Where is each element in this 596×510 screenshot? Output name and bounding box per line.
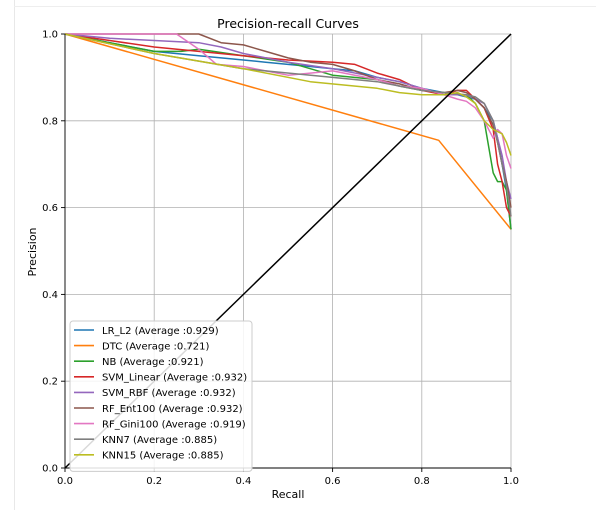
series-line-3: [64, 33, 512, 217]
y-axis-label: Precision: [26, 227, 39, 276]
chart-title: Precision-recall Curves: [217, 16, 359, 31]
legend-label-4: SVM_RBF (Average :0.932): [102, 388, 236, 399]
x-tick-label-3: 0.6: [325, 476, 341, 487]
series-lines: [64, 33, 512, 230]
x-tick-label-0: 0.0: [57, 476, 73, 487]
grid-lines: [64, 33, 512, 469]
y-tick-label-1: 0.2: [42, 377, 58, 388]
x-tick-label-5: 1.0: [503, 476, 519, 487]
y-tick-label-5: 1.0: [42, 30, 58, 41]
series-line-4: [64, 33, 512, 200]
y-tick-label-4: 0.8: [42, 116, 58, 127]
series-line-6: [65, 33, 512, 169]
legend-label-0: LR_L2 (Average :0.929): [102, 326, 219, 337]
series-line-2: [64, 33, 512, 230]
x-axis-label: Recall: [272, 488, 305, 501]
legend-box: [69, 320, 253, 472]
page-frame-top-border: [14, 6, 596, 7]
series-line-0: [64, 33, 512, 230]
legend-label-3: SVM_Linear (Average :0.932): [102, 373, 247, 384]
legend: LR_L2 (Average :0.929) DTC (Average :0.72…: [69, 320, 253, 472]
x-tick-label-4: 0.8: [414, 476, 430, 487]
legend-label-2: NB (Average :0.921): [102, 357, 204, 368]
y-tick-label-2: 0.4: [42, 290, 58, 301]
y-tick-label-0: 0.0: [42, 464, 58, 475]
y-axis-ticks: 0.0 0.2 0.4 0.6 0.8 1.0: [42, 30, 65, 475]
series-line-1: [64, 33, 512, 230]
legend-label-7: KNN7 (Average :0.885): [102, 435, 217, 446]
legend-label-5: RF_Ent100 (Average :0.932): [102, 404, 243, 415]
series-line-8: [64, 33, 512, 156]
page-frame-left-border: [14, 0, 15, 510]
legend-label-8: KNN15 (Average :0.885): [102, 451, 224, 462]
x-tick-label-1: 0.2: [146, 476, 162, 487]
y-tick-label-3: 0.6: [42, 203, 58, 214]
series-line-7: [64, 33, 512, 217]
legend-label-1: DTC (Average :0.721): [102, 341, 210, 352]
x-tick-label-2: 0.4: [235, 476, 251, 487]
legend-label-6: RF_Gini100 (Average :0.919): [102, 419, 246, 430]
